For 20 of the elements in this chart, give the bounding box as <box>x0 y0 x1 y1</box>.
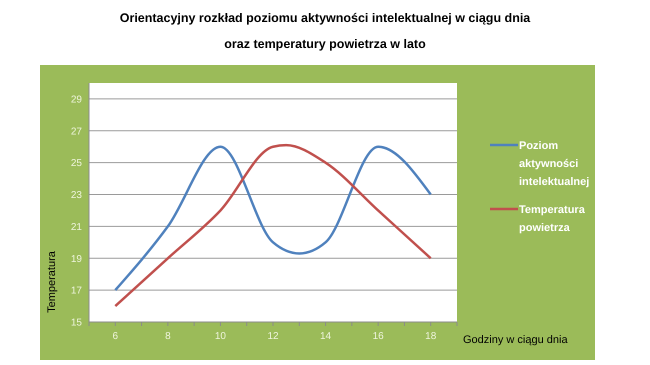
x-tick-label: 14 <box>320 331 332 342</box>
legend-label: Temperatura powietrza <box>519 204 586 234</box>
y-axis-title: Temperatura <box>46 250 58 313</box>
y-tick-label: 29 <box>70 94 82 106</box>
x-tick-label: 18 <box>425 331 437 342</box>
y-tick-label: 15 <box>70 318 82 328</box>
y-tick-label: 23 <box>70 190 82 202</box>
legend-label: Poziom aktywności intelektualnej <box>519 140 590 188</box>
x-tick-label: 6 <box>112 331 119 342</box>
x-tick-label: 8 <box>165 331 172 342</box>
x-tick-label: 16 <box>372 331 384 342</box>
chart-title: Orientacyjny rozkład poziomu aktywności intelektualnej w ciągu dnia oraz temperatury powietrza w lato <box>120 11 532 51</box>
x-tick-label: 12 <box>267 331 279 342</box>
y-tick-label: 19 <box>70 254 82 265</box>
y-tick-label: 27 <box>70 126 82 138</box>
x-axis-title: Godziny w ciągu dnia <box>463 334 568 346</box>
y-tick-label: 17 <box>70 286 82 297</box>
y-tick-label: 21 <box>70 222 82 233</box>
y-tick-label: 25 <box>70 158 82 170</box>
x-tick-label: 10 <box>214 331 226 342</box>
